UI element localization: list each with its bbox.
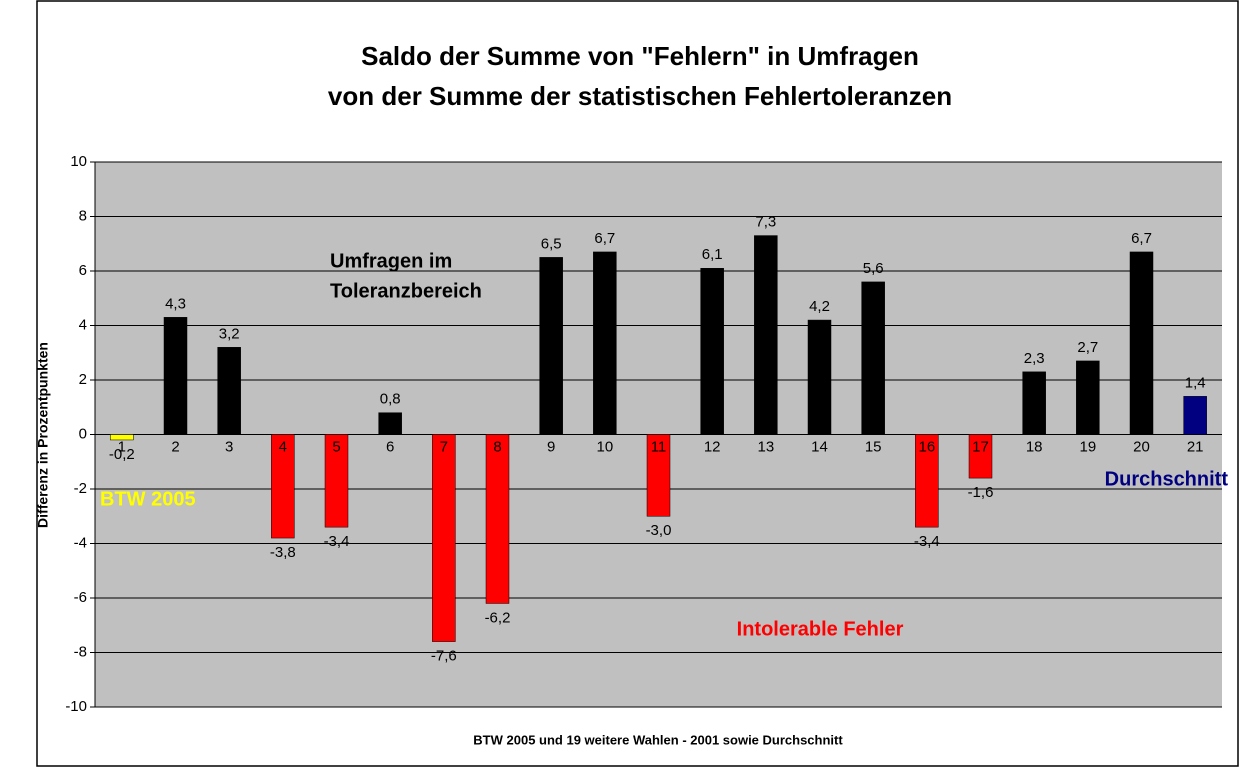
- data-label: 2,7: [1077, 339, 1098, 356]
- annotation: Umfragen im: [330, 250, 452, 272]
- bar: [271, 434, 295, 539]
- bar: [110, 434, 134, 441]
- data-label: -6,2: [485, 609, 511, 626]
- annotation: Intolerable Fehler: [737, 618, 904, 640]
- x-tick-label: 13: [757, 438, 774, 455]
- y-tick-label: 0: [79, 425, 87, 442]
- bar: [324, 434, 349, 528]
- bar: [539, 257, 563, 435]
- data-label: 0,8: [380, 391, 401, 408]
- x-tick-label: 2: [171, 438, 179, 455]
- y-tick-label: 8: [79, 207, 87, 224]
- x-tick-label: 5: [332, 438, 340, 455]
- x-tick-label: 12: [704, 438, 721, 455]
- y-tick-label: -6: [74, 589, 87, 606]
- bar: [807, 319, 832, 435]
- data-label: 4,3: [165, 295, 186, 312]
- data-label: 4,2: [809, 298, 830, 315]
- data-label: -3,0: [646, 522, 672, 539]
- y-tick-label: 6: [79, 262, 87, 279]
- bar: [1076, 360, 1100, 435]
- bar: [378, 412, 402, 435]
- x-tick-label: 10: [596, 438, 613, 455]
- x-tick-label: 21: [1187, 438, 1204, 455]
- x-tick-label: 20: [1133, 438, 1150, 455]
- chart-title: Saldo der Summe von "Fehlern" in Umfrage…: [361, 41, 919, 71]
- chart-title: von der Summe der statistischen Fehlerto…: [328, 81, 952, 111]
- data-label: 6,5: [541, 235, 562, 252]
- y-axis-label: Differenz in Prozentpunkten: [35, 342, 51, 528]
- x-tick-label: 8: [493, 438, 501, 455]
- data-label: 6,7: [594, 230, 615, 247]
- bar: [915, 434, 939, 528]
- x-tick-label: 7: [440, 438, 448, 455]
- annotation: Toleranzbereich: [330, 280, 482, 302]
- data-label: 6,7: [1131, 230, 1152, 247]
- x-tick-label: 19: [1079, 438, 1096, 455]
- x-axis-label: BTW 2005 und 19 weitere Wahlen - 2001 so…: [473, 732, 843, 747]
- data-label: -7,6: [431, 648, 457, 665]
- y-tick-label: 10: [70, 153, 87, 170]
- x-tick-label: 6: [386, 438, 394, 455]
- data-label: -3,4: [324, 533, 350, 550]
- data-label: 6,1: [702, 246, 723, 263]
- data-label: 2,3: [1024, 350, 1045, 367]
- y-tick-label: -4: [74, 534, 87, 551]
- bar: [1183, 396, 1207, 435]
- x-tick-label: 3: [225, 438, 233, 455]
- data-label: 3,2: [219, 325, 240, 342]
- x-tick-label: 11: [651, 438, 667, 455]
- x-tick-label: 16: [918, 438, 935, 455]
- annotation: Durchschnitt: [1105, 468, 1229, 490]
- bar: [163, 317, 188, 435]
- data-label: -0,2: [109, 446, 135, 463]
- bar: [593, 251, 617, 435]
- annotation: BTW 2005: [100, 488, 196, 510]
- bar: [700, 268, 724, 435]
- y-tick-label: 4: [79, 316, 87, 333]
- bar: [217, 347, 241, 435]
- bar: [1129, 251, 1154, 435]
- data-label: 7,3: [755, 214, 776, 231]
- y-tick-label: 2: [79, 371, 87, 388]
- bar: [754, 235, 778, 435]
- bar: [1022, 371, 1046, 435]
- data-label: 1,4: [1185, 374, 1206, 391]
- data-label: -1,6: [968, 484, 994, 501]
- data-label: 5,6: [863, 260, 884, 277]
- bar: [485, 434, 510, 604]
- data-label: -3,8: [270, 544, 296, 561]
- x-tick-label: 9: [547, 438, 555, 455]
- y-tick-label: -8: [74, 643, 87, 660]
- x-tick-label: 15: [865, 438, 882, 455]
- x-tick-label: 14: [811, 438, 828, 455]
- bar: [646, 434, 671, 517]
- y-tick-label: -2: [74, 480, 87, 497]
- x-tick-label: 4: [279, 438, 287, 455]
- bar: [432, 434, 456, 642]
- x-tick-label: 1: [118, 438, 126, 455]
- y-tick-label: -10: [65, 698, 87, 715]
- x-tick-label: 18: [1026, 438, 1043, 455]
- bar: [968, 434, 993, 479]
- data-label: -3,4: [914, 533, 940, 550]
- bar: [861, 281, 885, 435]
- x-tick-label: 17: [972, 438, 989, 455]
